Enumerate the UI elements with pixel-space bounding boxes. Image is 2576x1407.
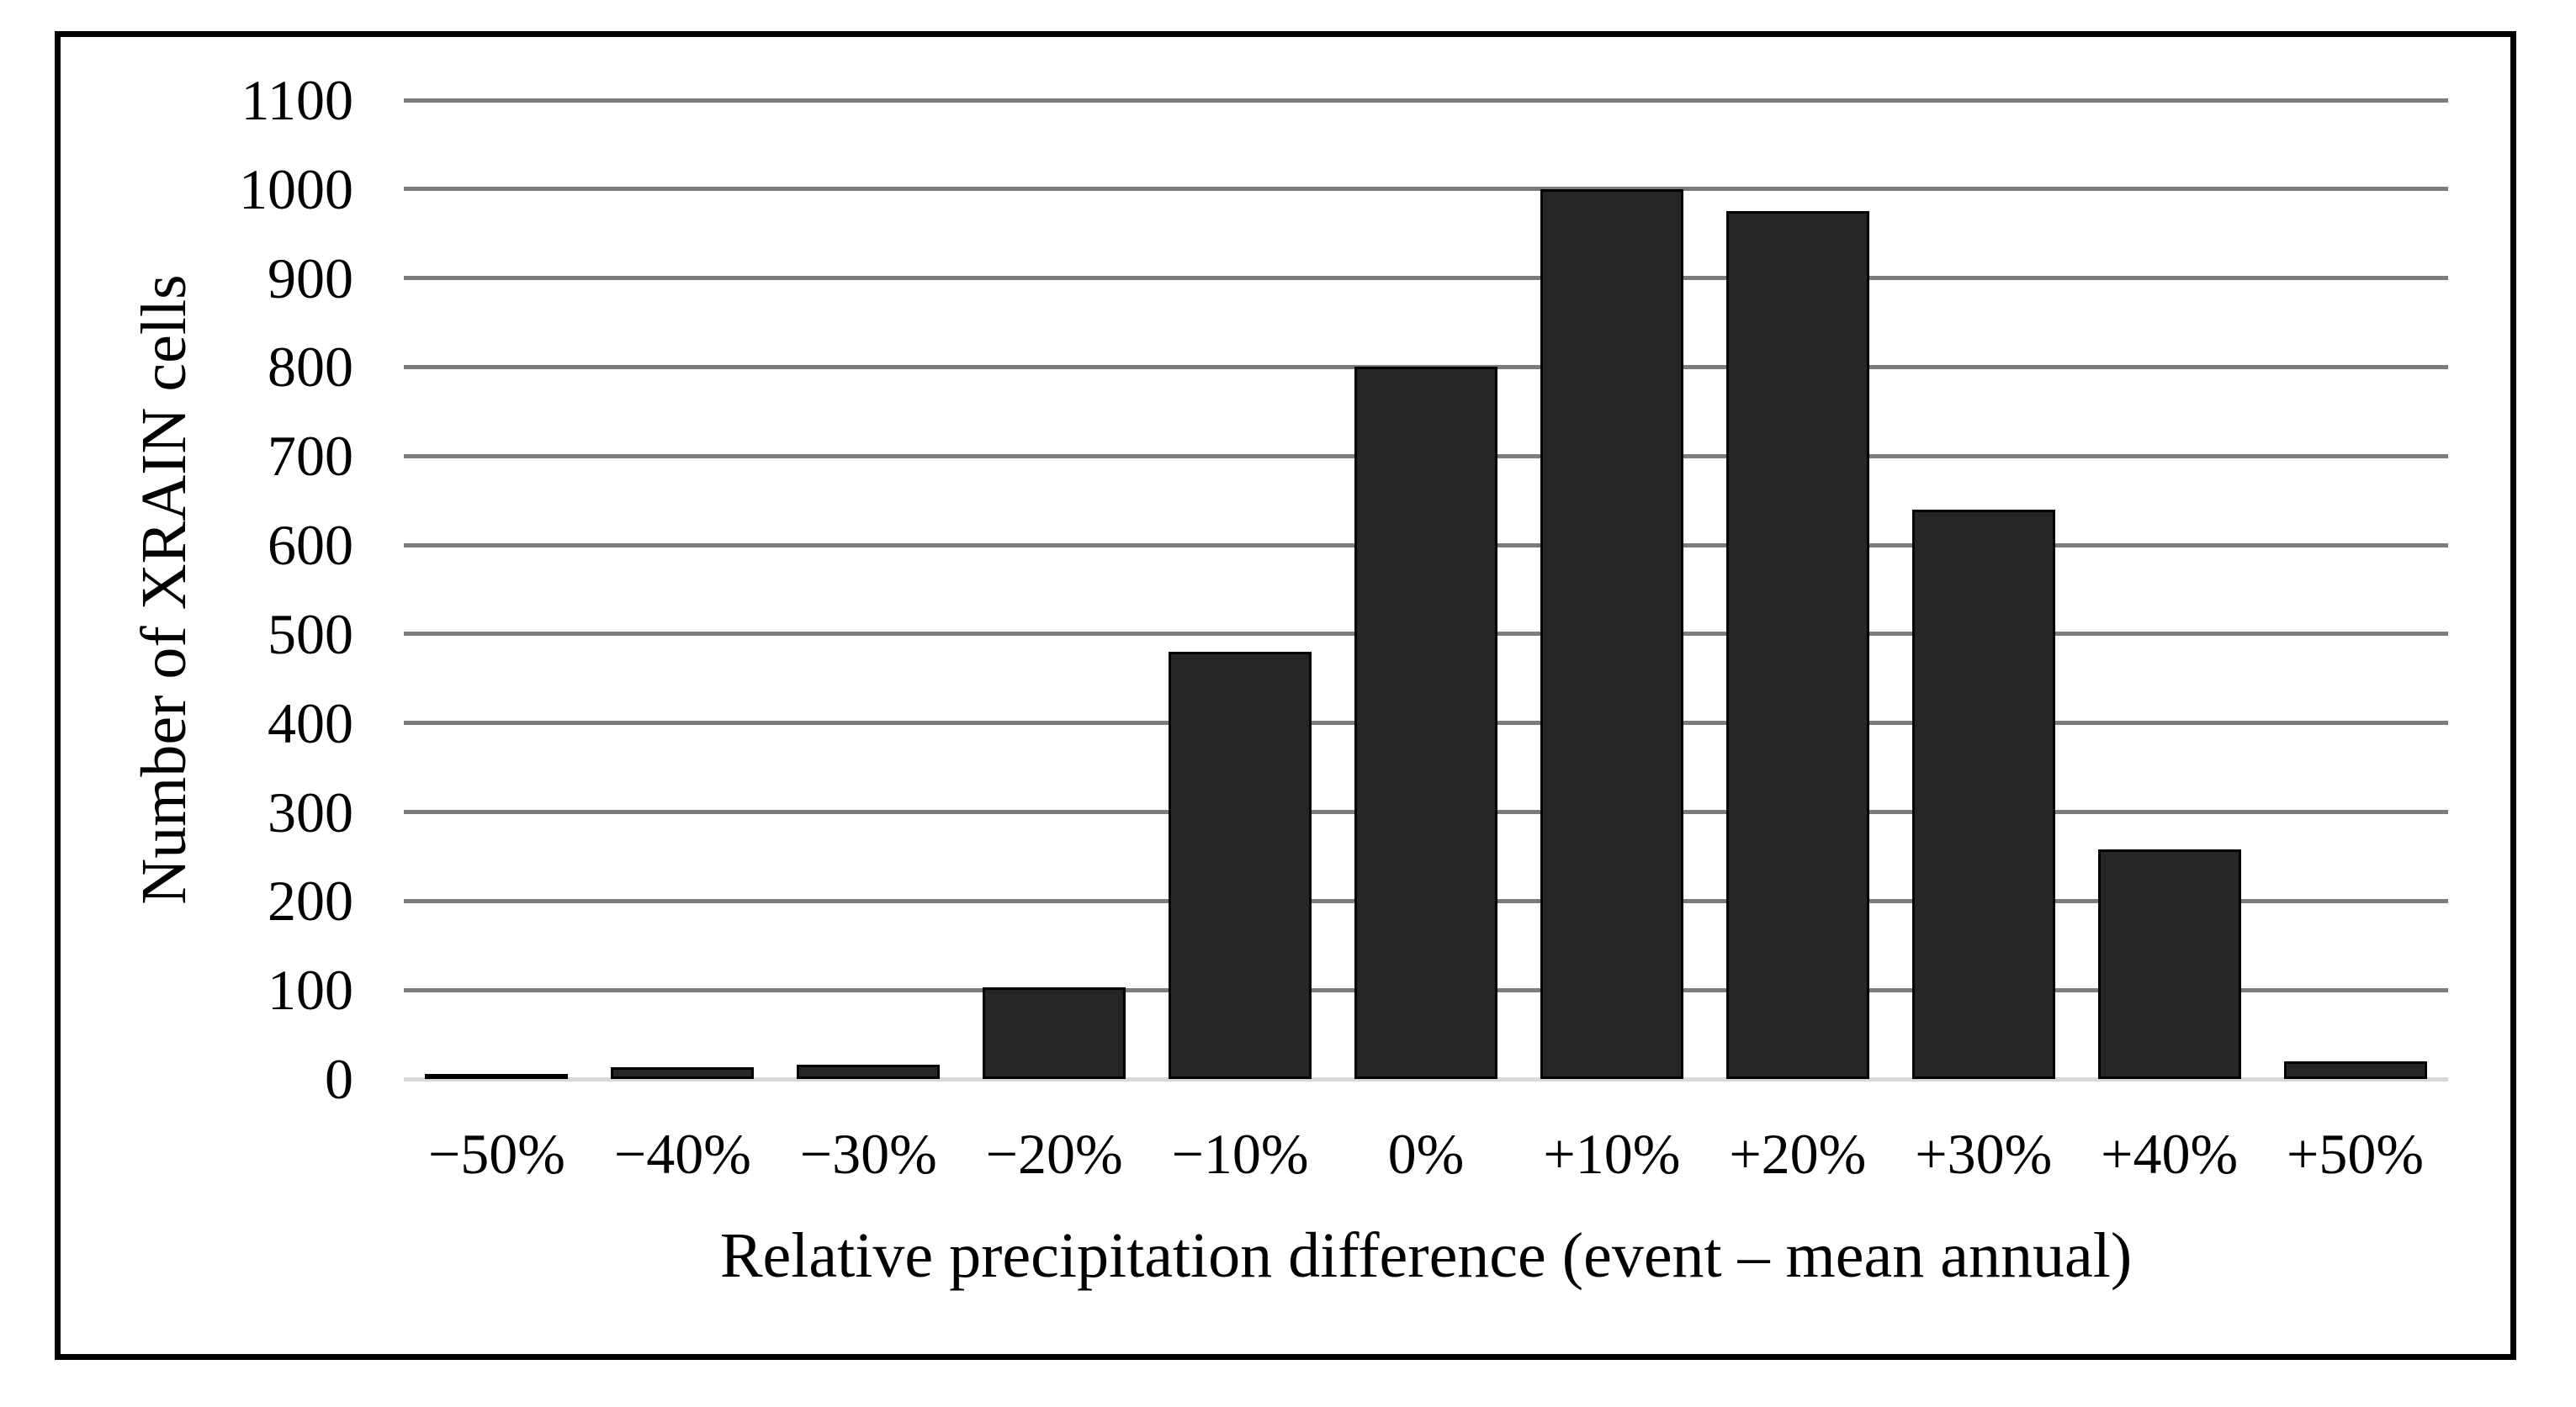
y-tick-label: 200 (268, 869, 353, 934)
x-tick-label: +20% (1729, 1122, 1867, 1186)
baseline-gridline (404, 1076, 2448, 1082)
x-tick-label: +10% (1543, 1122, 1681, 1186)
bar (1725, 211, 1869, 1079)
y-tick-label: 300 (268, 780, 353, 844)
bar (1911, 509, 2055, 1079)
bar (2283, 1061, 2427, 1079)
y-tick-label: 1000 (239, 156, 353, 221)
bar (1540, 188, 1683, 1079)
x-tick-label: −30% (799, 1122, 937, 1186)
gridline (404, 187, 2448, 192)
y-tick-label: 100 (268, 958, 353, 1023)
x-tick-label: −40% (613, 1122, 751, 1186)
plot-area (404, 98, 2448, 1082)
bar (983, 987, 1126, 1079)
x-tick-label: −20% (985, 1122, 1123, 1186)
x-tick-label: +50% (2287, 1122, 2425, 1186)
y-tick-label: 0 (325, 1047, 353, 1111)
y-tick-label: 700 (268, 424, 353, 489)
bar (2097, 849, 2241, 1079)
gridline (404, 98, 2448, 103)
x-axis-title: Relative precipitation difference (event… (719, 1220, 2133, 1291)
y-tick-label: 600 (268, 513, 353, 578)
y-tick-label: 900 (268, 246, 353, 310)
y-tick-label: 500 (268, 601, 353, 666)
y-tick-label: 400 (268, 690, 353, 755)
y-tick-label: 1100 (241, 68, 353, 132)
bar (797, 1065, 941, 1079)
bar (1354, 367, 1497, 1079)
y-tick-label: 800 (268, 335, 353, 399)
bar (425, 1074, 569, 1079)
x-tick-label: +30% (1915, 1122, 2053, 1186)
x-tick-label: +40% (2101, 1122, 2239, 1186)
gridline (404, 276, 2448, 281)
x-tick-label: −50% (427, 1122, 565, 1186)
x-tick-label: 0% (1387, 1122, 1465, 1186)
x-tick-label: −10% (1171, 1122, 1309, 1186)
bar (611, 1067, 755, 1079)
bar (1169, 652, 1312, 1079)
